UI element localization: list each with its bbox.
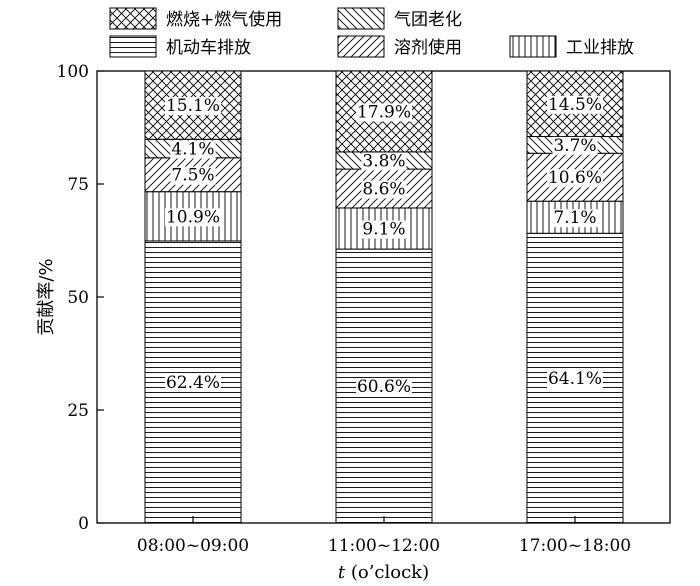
data-label-background bbox=[361, 180, 407, 199]
data-label: 15.1% bbox=[166, 96, 220, 116]
x-axis-title-unit: (o’clock) bbox=[345, 562, 429, 583]
y-axis-title: 贡献率/% bbox=[36, 258, 57, 335]
plot-area: 62.4% 10.9% 7.5% 4.1% 15.1% 60.6% 9.1% 8.6% 3.8%… bbox=[57, 62, 671, 556]
y-axis: 0 25 50 75 100 bbox=[57, 62, 104, 534]
legend-label: 气团老化 bbox=[394, 10, 462, 30]
data-label-background bbox=[552, 209, 598, 228]
data-label-background bbox=[355, 103, 413, 122]
data-label-background bbox=[552, 136, 598, 155]
x-axis: 08:00~09:00 11:00~12:00 17:00~18:00 bbox=[137, 516, 631, 556]
data-label: 3.8% bbox=[362, 151, 405, 171]
data-label-background bbox=[361, 220, 407, 239]
legend-swatch bbox=[337, 7, 385, 30]
y-tick-label: 100 bbox=[57, 62, 89, 82]
data-label: 8.6% bbox=[362, 180, 405, 200]
data-label: 10.9% bbox=[166, 207, 220, 227]
data-label-background bbox=[164, 97, 222, 116]
data-label-background bbox=[355, 378, 413, 397]
legend-swatch bbox=[337, 35, 385, 58]
data-label-background bbox=[546, 370, 604, 389]
x-tick-label: 11:00~12:00 bbox=[328, 536, 440, 556]
x-tick-label: 17:00~18:00 bbox=[519, 536, 631, 556]
data-label: 10.6% bbox=[548, 168, 602, 188]
data-label-background bbox=[170, 166, 216, 185]
y-tick-label: 50 bbox=[67, 288, 89, 308]
data-label: 64.1% bbox=[548, 369, 602, 389]
x-axis-title: t (o’clock) bbox=[338, 562, 429, 583]
data-label: 9.1% bbox=[362, 220, 405, 240]
data-label: 7.5% bbox=[171, 166, 214, 186]
legend-label: 溶剂使用 bbox=[394, 37, 462, 58]
data-label: 7.1% bbox=[553, 208, 596, 228]
data-label: 3.7% bbox=[553, 136, 596, 156]
legend-swatch bbox=[109, 7, 157, 30]
legend-label: 燃烧+燃气使用 bbox=[166, 9, 282, 30]
data-label: 62.4% bbox=[166, 373, 220, 393]
y-tick-label: 75 bbox=[67, 175, 89, 195]
data-label: 17.9% bbox=[357, 102, 411, 122]
legend-swatch bbox=[509, 35, 557, 58]
legend-label: 机动车排放 bbox=[166, 38, 251, 58]
x-axis-title-variable: t bbox=[338, 562, 346, 583]
x-tick-label: 08:00~09:00 bbox=[137, 536, 249, 556]
data-label: 4.1% bbox=[171, 140, 214, 160]
legend-label: 工业排放 bbox=[566, 38, 634, 58]
data-label: 14.5% bbox=[548, 95, 602, 115]
bars: 62.4% 10.9% 7.5% 4.1% 15.1% 60.6% 9.1% 8.6% 3.8%… bbox=[144, 70, 624, 524]
data-label: 60.6% bbox=[357, 377, 411, 397]
data-label-background bbox=[361, 152, 407, 171]
legend-swatch bbox=[109, 35, 157, 58]
data-label-background bbox=[164, 373, 222, 392]
data-label-background bbox=[164, 208, 222, 227]
data-label-background bbox=[546, 95, 604, 114]
y-tick-label: 25 bbox=[67, 401, 89, 421]
data-label-background bbox=[546, 169, 604, 188]
data-label-background bbox=[170, 140, 216, 159]
y-tick-label: 0 bbox=[78, 514, 89, 534]
